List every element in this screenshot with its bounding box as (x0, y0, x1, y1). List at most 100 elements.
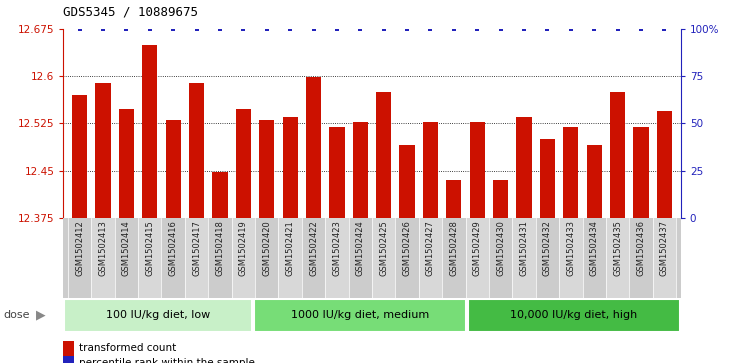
Text: GDS5345 / 10889675: GDS5345 / 10889675 (63, 5, 198, 18)
Text: GSM1502425: GSM1502425 (379, 220, 388, 276)
Bar (189, 82, 204, 218)
Bar (236, 109, 251, 218)
Bar (185, 218, 208, 298)
Bar (536, 218, 559, 298)
Bar (72, 95, 87, 218)
Point (378, 26, 390, 32)
Bar (559, 218, 583, 298)
Point (214, 26, 226, 32)
Point (167, 26, 179, 32)
Bar (652, 218, 676, 298)
Point (589, 26, 600, 32)
Bar (395, 218, 419, 298)
Bar (513, 218, 536, 298)
Bar (372, 218, 395, 298)
Bar (376, 92, 391, 218)
Text: GSM1502428: GSM1502428 (449, 220, 458, 276)
Text: GSM1502434: GSM1502434 (590, 220, 599, 276)
Text: GSM1502431: GSM1502431 (519, 220, 528, 276)
Bar (629, 218, 652, 298)
Text: GSM1502427: GSM1502427 (426, 220, 435, 276)
Text: GSM1502419: GSM1502419 (239, 220, 248, 276)
Point (74, 26, 86, 32)
Text: GSM1502423: GSM1502423 (333, 220, 341, 276)
Bar (231, 218, 255, 298)
Text: GSM1502437: GSM1502437 (660, 220, 669, 276)
Bar (489, 218, 513, 298)
Text: transformed count: transformed count (79, 343, 176, 354)
Bar (540, 139, 555, 218)
Bar (610, 92, 625, 218)
Text: GSM1502426: GSM1502426 (403, 220, 411, 276)
Bar (446, 180, 461, 218)
Text: GSM1502414: GSM1502414 (122, 220, 131, 276)
Bar (468, 299, 679, 332)
Bar (254, 299, 466, 332)
Text: GSM1502418: GSM1502418 (216, 220, 225, 276)
Text: percentile rank within the sample: percentile rank within the sample (79, 358, 254, 363)
Point (448, 26, 460, 32)
Point (471, 26, 483, 32)
Point (542, 26, 554, 32)
Point (401, 26, 413, 32)
Bar (330, 127, 344, 218)
Bar (65, 299, 252, 332)
Point (354, 26, 366, 32)
Bar (469, 122, 485, 218)
Bar (119, 109, 134, 218)
Bar (142, 45, 158, 218)
Point (565, 26, 577, 32)
Bar (212, 172, 228, 218)
Bar (92, 218, 115, 298)
Bar (208, 218, 231, 298)
Bar (63, 341, 74, 356)
Bar (278, 218, 302, 298)
Text: GSM1502417: GSM1502417 (192, 220, 201, 276)
Bar (353, 122, 368, 218)
Bar (95, 82, 111, 218)
Bar (349, 218, 372, 298)
Bar (255, 218, 278, 298)
Point (261, 26, 273, 32)
Point (144, 26, 155, 32)
Text: GSM1502429: GSM1502429 (472, 220, 482, 276)
Bar (302, 218, 325, 298)
Bar (161, 218, 185, 298)
Point (635, 26, 647, 32)
Text: GSM1502432: GSM1502432 (543, 220, 552, 276)
Bar (400, 146, 414, 218)
Bar (63, 356, 74, 363)
Point (658, 26, 670, 32)
Bar (466, 218, 489, 298)
Bar (583, 218, 606, 298)
Bar (657, 111, 672, 218)
Bar (115, 218, 138, 298)
Text: GSM1502435: GSM1502435 (613, 220, 622, 276)
Text: GSM1502415: GSM1502415 (145, 220, 154, 276)
Bar (516, 117, 532, 218)
Point (121, 26, 132, 32)
Text: GSM1502412: GSM1502412 (75, 220, 84, 276)
Point (331, 26, 343, 32)
Bar (606, 218, 629, 298)
Point (425, 26, 437, 32)
Bar (166, 120, 181, 218)
Text: GSM1502416: GSM1502416 (169, 220, 178, 276)
Text: GSM1502421: GSM1502421 (286, 220, 295, 276)
Bar (442, 218, 466, 298)
Bar (563, 127, 578, 218)
Point (518, 26, 530, 32)
Text: GSM1502436: GSM1502436 (637, 220, 646, 276)
Text: 1000 IU/kg diet, medium: 1000 IU/kg diet, medium (291, 310, 429, 320)
Text: GSM1502430: GSM1502430 (496, 220, 505, 276)
Bar (138, 218, 161, 298)
Point (284, 26, 296, 32)
Bar (493, 180, 508, 218)
Bar (306, 77, 321, 218)
Text: GSM1502433: GSM1502433 (566, 220, 575, 276)
Text: GSM1502424: GSM1502424 (356, 220, 365, 276)
Point (190, 26, 202, 32)
Bar (633, 127, 649, 218)
Point (97, 26, 109, 32)
Point (495, 26, 507, 32)
